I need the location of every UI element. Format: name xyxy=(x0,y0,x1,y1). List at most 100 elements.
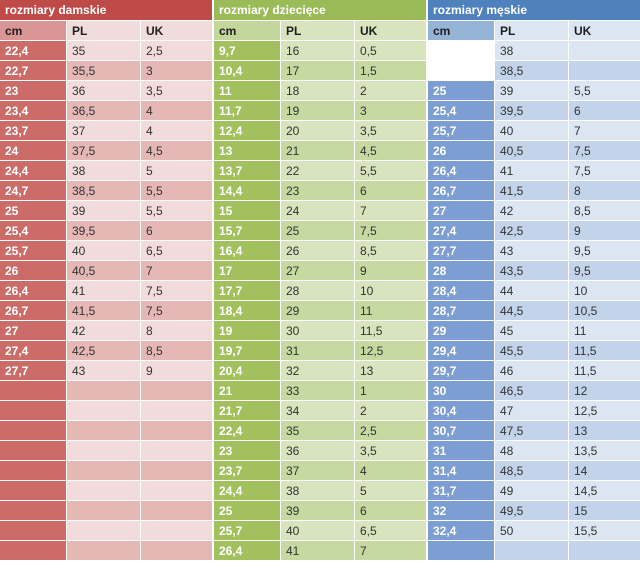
column-header-cm: cm xyxy=(0,21,67,41)
uk-cell: 6 xyxy=(355,501,426,521)
cm-cell: 19,7 xyxy=(214,341,281,361)
cm-cell: 28,4 xyxy=(428,281,495,301)
table-row: 22,4 35 2,5 xyxy=(0,41,212,61)
table-row: 11,7 19 3 xyxy=(214,101,426,121)
table-row: 13 21 4,5 xyxy=(214,141,426,161)
pl-cell: 39 xyxy=(495,81,569,101)
mens-sizes-table: rozmiary męskie cm PL UK 38 38,5 25 39 5,5 25… xyxy=(428,0,640,561)
pl-cell: 24 xyxy=(281,201,355,221)
table-row: 26,4 41 7 xyxy=(214,541,426,561)
pl-cell: 49,5 xyxy=(495,501,569,521)
pl-cell: 41 xyxy=(67,281,141,301)
pl-cell: 39 xyxy=(281,501,355,521)
uk-cell: 6 xyxy=(569,101,640,121)
uk-cell: 0,5 xyxy=(355,41,426,61)
pl-cell: 25 xyxy=(281,221,355,241)
table-row xyxy=(0,481,212,501)
pl-cell: 35 xyxy=(67,41,141,61)
cm-cell: 24 xyxy=(0,141,67,161)
pl-cell: 20 xyxy=(281,121,355,141)
uk-cell: 13 xyxy=(355,361,426,381)
cm-cell xyxy=(0,521,67,541)
pl-cell: 19 xyxy=(281,101,355,121)
table-row: 26,4 41 7,5 xyxy=(0,281,212,301)
table-row xyxy=(0,421,212,441)
cm-cell: 13 xyxy=(214,141,281,161)
cm-cell: 25,7 xyxy=(0,241,67,261)
uk-cell: 13 xyxy=(569,421,640,441)
pl-cell: 50 xyxy=(495,521,569,541)
column-header-uk: UK xyxy=(355,21,426,41)
table-row: 22,4 35 2,5 xyxy=(214,421,426,441)
uk-cell: 3,5 xyxy=(355,441,426,461)
cm-cell: 10,4 xyxy=(214,61,281,81)
pl-cell: 42,5 xyxy=(495,221,569,241)
uk-cell: 3,5 xyxy=(141,81,212,101)
cm-cell: 28 xyxy=(428,261,495,281)
cm-cell: 23 xyxy=(214,441,281,461)
childrens-table-title: rozmiary dziecięce xyxy=(214,0,426,21)
uk-cell: 8,5 xyxy=(569,201,640,221)
childrens-table-body: 9,7 16 0,5 10,4 17 1,5 11 18 2 11,7 19 3 12,4 20 3,5 13… xyxy=(214,41,426,561)
uk-cell: 3 xyxy=(141,61,212,81)
uk-cell: 11 xyxy=(569,321,640,341)
uk-cell: 5,5 xyxy=(141,181,212,201)
table-row: 31,7 49 14,5 xyxy=(428,481,640,501)
uk-cell: 13,5 xyxy=(569,441,640,461)
uk-cell xyxy=(141,401,212,421)
uk-cell: 11,5 xyxy=(569,361,640,381)
table-row: 23 36 3,5 xyxy=(0,81,212,101)
table-row: 26,4 41 7,5 xyxy=(428,161,640,181)
pl-cell: 45,5 xyxy=(495,341,569,361)
uk-cell: 3,5 xyxy=(355,121,426,141)
cm-cell: 26,4 xyxy=(428,161,495,181)
pl-cell xyxy=(67,481,141,501)
uk-cell xyxy=(569,41,640,61)
pl-cell: 38 xyxy=(67,161,141,181)
cm-cell: 22,4 xyxy=(0,41,67,61)
cm-cell: 18,4 xyxy=(214,301,281,321)
womens-table-body: 22,4 35 2,5 22,7 35,5 3 23 36 3,5 23,4 36,5 4 23,7 37… xyxy=(0,41,212,561)
pl-cell: 43,5 xyxy=(495,261,569,281)
cm-cell: 26,7 xyxy=(428,181,495,201)
table-row: 38,5 xyxy=(428,61,640,81)
uk-cell: 11 xyxy=(355,301,426,321)
pl-cell: 44,5 xyxy=(495,301,569,321)
uk-cell: 7 xyxy=(355,541,426,561)
table-row: 25,7 40 6,5 xyxy=(214,521,426,541)
uk-cell: 10,5 xyxy=(569,301,640,321)
pl-cell: 42 xyxy=(495,201,569,221)
cm-cell: 24,4 xyxy=(0,161,67,181)
cm-cell xyxy=(0,501,67,521)
cm-cell: 26 xyxy=(428,141,495,161)
cm-cell: 17,7 xyxy=(214,281,281,301)
pl-cell: 18 xyxy=(281,81,355,101)
uk-cell: 7,5 xyxy=(569,141,640,161)
uk-cell: 5,5 xyxy=(355,161,426,181)
uk-cell: 9 xyxy=(141,361,212,381)
pl-cell: 42,5 xyxy=(67,341,141,361)
pl-cell: 16 xyxy=(281,41,355,61)
uk-cell: 2,5 xyxy=(141,41,212,61)
uk-cell xyxy=(141,461,212,481)
table-row: 23,7 37 4 xyxy=(214,461,426,481)
pl-cell: 39,5 xyxy=(495,101,569,121)
uk-cell xyxy=(141,541,212,561)
cm-cell: 32 xyxy=(428,501,495,521)
table-row: 38 xyxy=(428,41,640,61)
cm-cell: 17 xyxy=(214,261,281,281)
uk-cell: 4,5 xyxy=(355,141,426,161)
pl-cell: 46,5 xyxy=(495,381,569,401)
table-row xyxy=(0,521,212,541)
uk-cell: 4 xyxy=(355,461,426,481)
pl-cell: 41,5 xyxy=(495,181,569,201)
table-row: 24 37,5 4,5 xyxy=(0,141,212,161)
table-row: 23 36 3,5 xyxy=(214,441,426,461)
cm-cell: 21 xyxy=(214,381,281,401)
cm-cell xyxy=(428,41,495,61)
table-row: 23,7 37 4 xyxy=(0,121,212,141)
uk-cell: 11,5 xyxy=(355,321,426,341)
pl-cell: 40 xyxy=(67,241,141,261)
pl-cell: 29 xyxy=(281,301,355,321)
pl-cell xyxy=(67,441,141,461)
